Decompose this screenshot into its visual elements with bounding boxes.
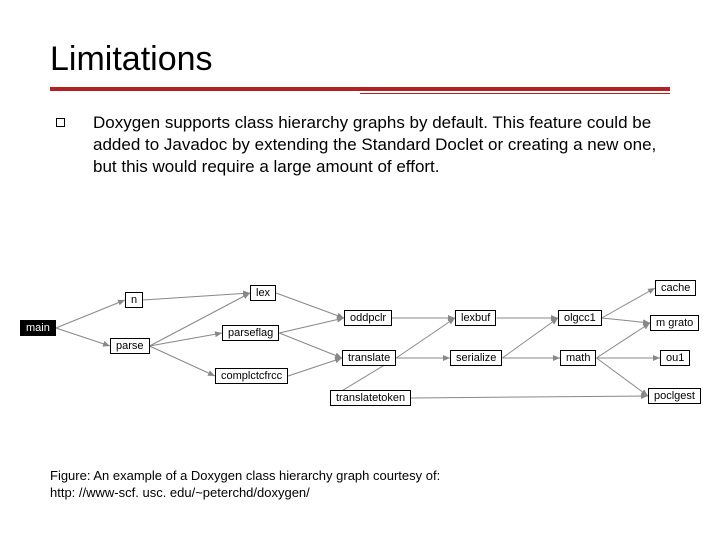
node-cache: cache	[655, 280, 696, 296]
node-parse: parse	[110, 338, 150, 354]
caption-line-1: Figure: An example of a Doxygen class hi…	[50, 468, 440, 485]
bullet-item: Doxygen supports class hierarchy graphs …	[50, 112, 670, 177]
bullet-marker-icon	[56, 118, 65, 127]
node-poclgest: poclgest	[648, 388, 701, 404]
node-olgcc1: olgcc1	[558, 310, 602, 326]
node-translate: translate	[342, 350, 396, 366]
node-lexbuf: lexbuf	[455, 310, 496, 326]
node-oddpclr: oddpclr	[344, 310, 392, 326]
title-rule-thin	[360, 93, 670, 94]
title-rule-thick	[50, 87, 670, 91]
bullet-text: Doxygen supports class hierarchy graphs …	[93, 112, 670, 177]
caption-line-2: http: //www-scf. usc. edu/~peterchd/doxy…	[50, 485, 440, 502]
page-title: Limitations	[50, 40, 670, 79]
node-mgrato: m grato	[650, 315, 699, 331]
node-n: n	[125, 292, 143, 308]
figure-caption: Figure: An example of a Doxygen class hi…	[50, 468, 440, 502]
node-ou1: ou1	[660, 350, 690, 366]
hierarchy-diagram: main n parse lex parseflag complctcfrcc oddpcl…	[10, 280, 710, 430]
node-lex: lex	[250, 285, 276, 301]
node-main: main	[20, 320, 56, 336]
node-parseflag: parseflag	[222, 325, 279, 341]
node-math: math	[560, 350, 596, 366]
node-serialize: serialize	[450, 350, 502, 366]
node-translatetoken: translatetoken	[330, 390, 411, 406]
node-complctcfrcc: complctcfrcc	[215, 368, 288, 384]
